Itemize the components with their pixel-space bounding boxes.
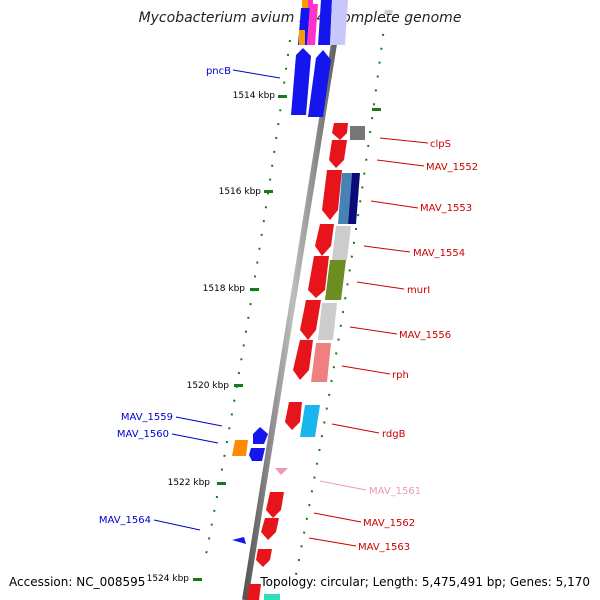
gene-bottom-red[interactable] [247,584,261,600]
scale-label: 1516 kbp [219,187,262,197]
leader-rdgB [331,423,380,434]
gene-MAV_1552[interactable] [329,140,347,168]
gene-label-MAV_1559[interactable]: MAV_1559 [121,412,173,423]
gene-label-MAV_1560[interactable]: MAV_1560 [117,429,169,440]
gene-label-rph[interactable]: rph [392,370,409,381]
kbp-tick [217,482,226,485]
gene-clpS-grey[interactable] [350,126,365,140]
scale-label: 1520 kbp [187,381,230,391]
kbp-tick [264,190,273,193]
leader-clpS [379,137,429,144]
gene-block-lavender[interactable] [330,0,348,45]
gene-pncB-b[interactable] [308,50,331,117]
leader-MAV_1560 [171,433,219,444]
scale-label: 1514 kbp [233,91,276,101]
gene-label-MAV_1562[interactable]: MAV_1562 [363,518,415,529]
gene-block-blue-right[interactable] [318,0,332,45]
gene-rdgB-red[interactable] [285,402,302,430]
gene-MAV_1563[interactable] [256,549,272,567]
gene-label-MAV_1561[interactable]: MAV_1561 [369,486,421,497]
gene-MAV_1556-grey[interactable] [318,303,337,340]
gene-rph-red[interactable] [293,340,313,380]
kbp-tick [193,578,202,581]
scale-label: 1522 kbp [168,478,211,488]
scale-label: 1518 kbp [203,284,246,294]
gene-block-grey-top[interactable] [384,10,393,14]
gene-label-murI[interactable]: murI [407,285,430,296]
gene-block-orange-small[interactable] [299,30,305,45]
gene-bottom-teal[interactable] [264,594,280,600]
gene-MAV_1562-a[interactable] [266,492,284,518]
gene-murI-olive[interactable] [325,260,346,300]
gene-MAV_1554-red[interactable] [315,224,334,256]
gene-rph-pink[interactable] [311,343,331,382]
gene-rdgB-cyan[interactable] [300,405,320,437]
kbp-tick [234,384,243,387]
gene-label-MAV_1554[interactable]: MAV_1554 [413,248,465,259]
gene-MAV_1564[interactable] [232,537,246,544]
leader-MAV_1554 [363,245,411,253]
gene-MAV_1553-steel[interactable] [338,173,352,224]
gene-block-orange-top[interactable] [302,0,308,8]
gene-label-clpS[interactable]: clpS [430,139,451,150]
gene-label-MAV_1564[interactable]: MAV_1564 [99,515,151,526]
gene-MAV_1553-red[interactable] [322,170,342,220]
gene-MAV_1556-red[interactable] [300,300,321,340]
leader-MAV_1561 [319,480,367,491]
gene-MAV_1562-b[interactable] [261,518,279,540]
leader-MAV_1564 [153,519,201,531]
accession-label: Accession: NC_008595 [9,575,146,589]
gene-label-MAV_1556[interactable]: MAV_1556 [399,330,451,341]
gene-label-MAV_1563[interactable]: MAV_1563 [358,542,410,553]
gene-MAV_1560-orange[interactable] [232,440,248,456]
leader-MAV_1552 [376,159,425,167]
gene-label-pncB[interactable]: pncB [206,66,231,77]
gene-label-rdgB[interactable]: rdgB [382,429,406,440]
leader-MAV_1559 [175,416,223,427]
leader-pncB [232,69,281,79]
gene-clpS[interactable] [332,123,348,140]
gene-MAV_1553-navy[interactable] [348,173,360,224]
kbp-tick [278,95,287,98]
gene-MAV_1559[interactable] [253,427,268,444]
map-title: Mycobacterium avium 104, complete genome [138,10,462,26]
leader-murI [356,281,405,290]
gene-label-MAV_1552[interactable]: MAV_1552 [426,162,478,173]
gene-murI-red[interactable] [308,256,329,298]
gene-MAV_1554-grey[interactable] [332,226,351,260]
leader-MAV_1556 [349,326,398,335]
gene-MAV_1561[interactable] [275,468,288,475]
gene-label-MAV_1553[interactable]: MAV_1553 [420,203,472,214]
leader-rph [341,365,391,375]
gene-block-magenta[interactable] [307,4,318,45]
outer-tick [372,108,381,111]
gene-pncB-a[interactable] [291,48,311,115]
scale-label: 1524 kbp [147,574,190,584]
topology-label: Topology: circular; Length: 5,475,491 bp… [260,575,590,589]
leader-MAV_1563 [308,537,357,547]
kbp-tick [250,288,259,291]
leader-MAV_1562 [313,512,362,523]
leader-MAV_1553 [370,200,419,209]
gene-MAV_1560-blue[interactable] [249,448,265,461]
